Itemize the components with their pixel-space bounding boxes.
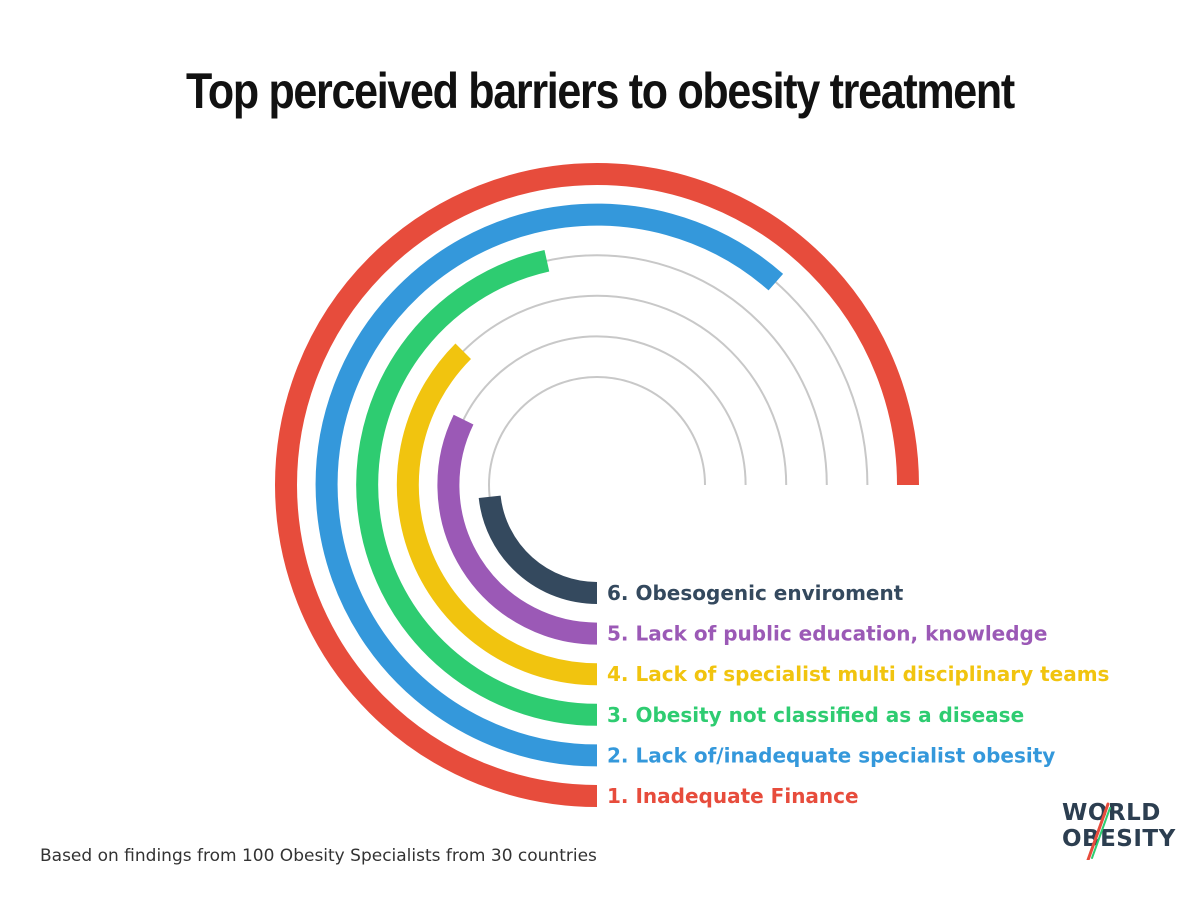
logo-text-world: WORLD xyxy=(1062,800,1161,826)
bar-lack-of-public-education-knowledge xyxy=(437,414,598,645)
logo-slash-icon xyxy=(1086,802,1111,860)
world-obesity-logo: WORLD OBESITY xyxy=(1062,798,1188,860)
bar-group xyxy=(275,163,919,807)
bar-label-obesogenic-enviroment: 6. Obesogenic enviroment xyxy=(607,581,904,605)
chart-title: Top perceived barriers to obesity treatm… xyxy=(186,63,1015,119)
label-group: 1. Inadequate Finance 2. Lack of/inadequa… xyxy=(607,581,1109,808)
bar-label-lack-of-inadequate-specialist-obesity: 2. Lack of/inadequate specialist obesity xyxy=(607,743,1055,767)
bar-label-inadequate-finance: 1. Inadequate Finance xyxy=(607,784,859,808)
bar-lack-of-inadequate-specialist-obesity xyxy=(315,203,784,767)
bar-label-lack-of-public-education-knowledge: 5. Lack of public education, knowledge xyxy=(607,622,1047,646)
bar-lack-of-specialist-multi-disciplinary-teams xyxy=(396,343,598,686)
footnote: Based on findings from 100 Obesity Speci… xyxy=(40,846,597,866)
bar-obesity-not-classified-as-a-disease xyxy=(356,249,598,726)
bar-inadequate-finance xyxy=(275,163,919,807)
logo-text-obesity: OBESITY xyxy=(1062,826,1176,852)
bar-label-lack-of-specialist-multi-disciplinary-teams: 4. Lack of specialist multi disciplinary… xyxy=(607,662,1109,686)
bar-label-obesity-not-classified-as-a-disease: 3. Obesity not classified as a disease xyxy=(607,703,1024,727)
bar-obesogenic-enviroment xyxy=(478,495,598,604)
